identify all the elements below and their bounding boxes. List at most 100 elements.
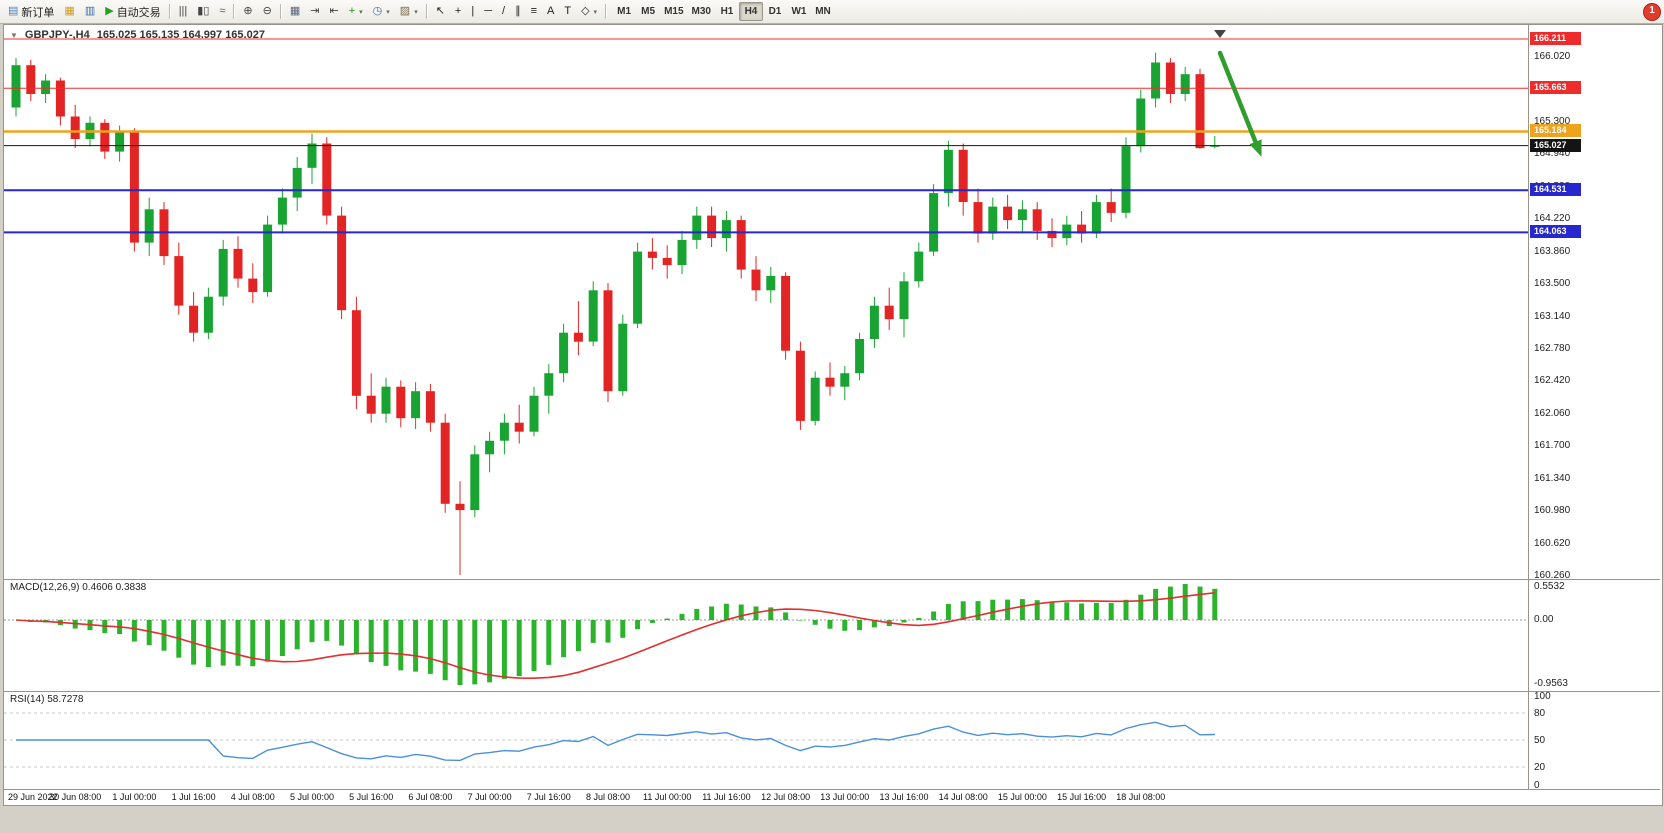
price-badge: 166.211 (1530, 32, 1581, 45)
price-badge: 164.531 (1530, 183, 1581, 196)
price-chart-canvas[interactable] (4, 27, 1528, 579)
periods-icon[interactable]: ◷ ▾ (368, 2, 395, 21)
auto-scroll-icon[interactable]: ⇥ (305, 2, 324, 21)
fibonacci-icon[interactable]: ≡ (526, 2, 542, 21)
price-axis-label: 164.940 (1534, 148, 1571, 159)
label-icon[interactable]: T (559, 2, 576, 21)
new-order-button[interactable]: ▤ 新订单 (3, 2, 59, 21)
timeframe-h1[interactable]: H1 (715, 2, 739, 21)
toolbar-separator-3 (279, 4, 282, 19)
timeframe-m1[interactable]: M1 (612, 2, 636, 21)
notification-badge[interactable]: 1 (1643, 3, 1661, 21)
time-axis-label: 4 Jul 08:00 (230, 792, 275, 802)
dropdown-caret-icon: ▾ (593, 8, 598, 16)
price-axis-label: 161.340 (1534, 473, 1571, 484)
price-badge: 165.027 (1530, 139, 1581, 152)
chart-title: ▼ GBPJPY-,H4 165.025 165.135 164.997 165… (10, 29, 265, 41)
ohlc-values: 165.025 165.135 164.997 165.027 (96, 29, 265, 41)
rsi-axis-label: 100 (1534, 691, 1551, 702)
text-icon[interactable]: A (542, 2, 559, 21)
auto-trading-button-label: 自动交易 (116, 6, 161, 19)
chart-shift-icon[interactable]: ⇤ (324, 2, 343, 21)
channel-icon-glyph: ∥ (515, 5, 521, 17)
candlestick-chart-icon-glyph: ▮▯ (197, 5, 210, 17)
candlestick-chart-icon[interactable]: ▮▯ (192, 2, 214, 21)
time-axis-label: 15 Jul 16:00 (1057, 792, 1107, 802)
indicators-icon[interactable]: + ▾ (344, 2, 368, 21)
bar-chart-icon[interactable]: ||| (174, 2, 193, 21)
timeframe-w1[interactable]: W1 (787, 2, 811, 21)
macd-axis-label: 0.00 (1534, 614, 1554, 625)
time-axis-label: 8 Jul 08:00 (585, 792, 631, 802)
timeframe-m15[interactable]: M15 (660, 2, 687, 21)
price-axis-label: 161.700 (1534, 440, 1571, 451)
time-axis-label: 29 Jun 2022 (8, 792, 58, 802)
time-axis-label: 18 Jul 08:00 (1116, 792, 1166, 802)
label-icon-glyph: T (564, 5, 572, 17)
price-axis-label: 162.060 (1534, 408, 1571, 419)
price-badge: 165.184 (1530, 124, 1581, 137)
line-chart-icon[interactable]: ≈ (214, 2, 230, 21)
rsi-canvas[interactable] (4, 691, 1528, 789)
shapes-icon-glyph: ◇ (581, 5, 590, 17)
dropdown-caret-icon: ▾ (386, 8, 390, 16)
time-axis-label: 5 Jul 16:00 (349, 792, 394, 802)
new-order-icon: ▤ (8, 5, 19, 17)
timeframe-mn[interactable]: MN (811, 2, 835, 21)
timeframe-m5[interactable]: M5 (636, 2, 660, 21)
tile-windows-icon[interactable]: ▦ (285, 2, 305, 21)
macd-axis: 0.5532 0.00 -0.9563 (1529, 579, 1660, 691)
time-axis[interactable]: 29 Jun 2022 30 Jun 08:00 1 Jul 00:00 1 Jul … (4, 790, 1528, 805)
macd-label: MACD(12,26,9) 0.4606 0.3838 (10, 582, 147, 593)
macd-canvas[interactable] (4, 579, 1528, 691)
time-axis-label: 7 Jul 16:00 (526, 792, 571, 802)
trendline-icon[interactable]: / (497, 2, 510, 21)
pane-separator[interactable] (4, 691, 1660, 692)
shapes-icon[interactable]: ◇ ▾ (576, 2, 602, 21)
timeframe-m30[interactable]: M30 (688, 2, 715, 21)
price-axis-label: 164.220 (1534, 213, 1571, 224)
time-axis-label: 5 Jul 00:00 (289, 792, 335, 802)
price-axis-label: 166.020 (1534, 51, 1571, 62)
symbol-timeframe-label: GBPJPY-,H4 (24, 29, 90, 41)
channel-icon[interactable]: ∥ (510, 2, 526, 21)
auto-trading-button[interactable]: ▶ 自动交易 (100, 2, 165, 21)
time-axis-label: 30 Jun 08:00 (49, 792, 102, 802)
trendline-icon-glyph: / (502, 5, 506, 17)
time-axis-label: 13 Jul 00:00 (820, 792, 870, 802)
time-axis-label: 1 Jul 16:00 (171, 792, 216, 802)
crosshair-icon[interactable]: + (450, 2, 466, 21)
market-watch-icon[interactable]: ▥ (80, 2, 100, 21)
price-axis-label: 163.500 (1534, 278, 1571, 289)
price-axis-label: 162.780 (1534, 343, 1571, 354)
periods-icon-glyph: ◷ (372, 5, 383, 17)
timeframe-h4[interactable]: H4 (738, 2, 763, 21)
time-axis-label: 15 Jul 00:00 (997, 792, 1047, 802)
price-axis-label: 162.420 (1534, 375, 1571, 386)
zoom-out-icon[interactable]: ⊖ (258, 2, 277, 21)
chart-collapse-icon[interactable]: ▼ (10, 30, 18, 40)
cursor-icon-glyph: ↖ (435, 5, 445, 17)
toolbar-separator-2 (233, 4, 236, 19)
chart-profiles-icon[interactable]: ▦ (59, 2, 79, 21)
time-axis-label: 7 Jul 00:00 (467, 792, 512, 802)
cursor-icon[interactable]: ↖ (431, 2, 450, 21)
new-order-button-label: 新订单 (21, 6, 55, 19)
pane-separator[interactable] (4, 579, 1660, 580)
time-axis-label: 14 Jul 08:00 (938, 792, 988, 802)
templates-icon[interactable]: ▨ ▾ (395, 2, 423, 21)
tile-windows-icon-glyph: ▦ (289, 5, 301, 17)
timeframe-d1[interactable]: D1 (763, 2, 787, 21)
time-axis-label: 6 Jul 08:00 (408, 792, 453, 802)
vertical-line-icon-glyph: | (471, 5, 475, 17)
zoom-in-icon[interactable]: ⊕ (238, 2, 257, 21)
rsi-axis-label: 0 (1534, 780, 1540, 791)
vertical-line-icon[interactable]: | (466, 2, 479, 21)
pane-separator (4, 789, 1660, 790)
horizontal-line-icon[interactable]: ─ (479, 2, 497, 21)
auto-trading-icon: ▶ (105, 5, 114, 17)
horizontal-line-icon-glyph: ─ (484, 5, 493, 17)
toolbar-separator-1 (168, 4, 171, 19)
macd-axis-label: -0.9563 (1534, 678, 1568, 689)
line-chart-icon-glyph: ≈ (219, 5, 226, 17)
